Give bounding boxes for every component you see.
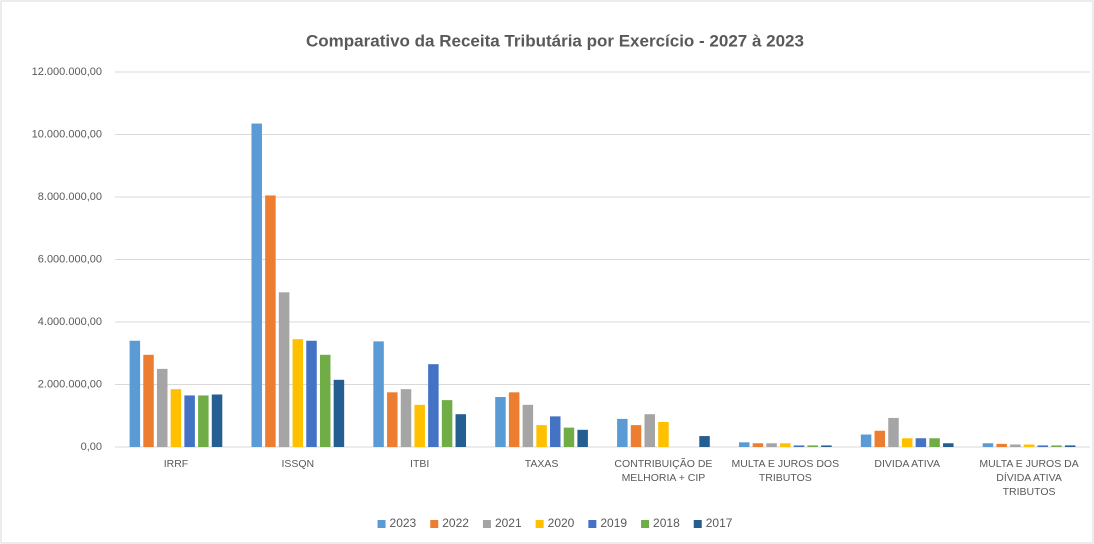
bar [874,430,886,447]
bar [550,416,561,447]
x-tick-label: DIVIDA ATIVA [874,458,940,470]
bar [508,392,520,447]
bar [996,443,1007,447]
bar [278,292,290,447]
y-tick-label: 12.000.000,00 [32,66,102,78]
bar [184,395,195,447]
bar [211,394,223,447]
bar [170,389,182,447]
bar [1037,445,1049,447]
bar [888,417,899,447]
legend-label: 2023 [390,516,417,530]
bar [387,392,398,447]
y-tick-label: 6.000.000,00 [38,253,102,265]
bar [428,364,439,447]
bar [1051,445,1062,447]
bar [400,389,412,447]
bar [536,425,547,447]
bar [198,395,209,447]
legend-swatch [482,520,491,528]
x-tick-label: ITBI [410,458,430,470]
bar [522,404,534,447]
bar [766,443,777,447]
legend-swatch [641,520,650,528]
legend-label: 2022 [442,516,469,530]
bar [860,434,872,447]
bar [1010,444,1021,447]
bar [915,438,927,447]
x-tick-label: MULTA E JUROS DA DÍVIDA ATIVA TRIBUTOS [979,458,1079,498]
bar [821,445,832,447]
bar [143,354,154,447]
bar [658,422,669,447]
legend-label: 2020 [548,516,575,530]
bar [901,438,913,447]
legend-swatch [693,520,702,528]
bar [441,400,453,447]
y-tick-label: 4.000.000,00 [38,316,102,328]
y-tick-label: 2.000.000,00 [38,378,102,390]
x-tick-label: ISSQN [281,458,315,470]
bar [929,438,940,447]
bar [156,368,168,447]
bar [617,418,628,447]
bar [630,425,642,447]
legend-label: 2021 [495,516,522,530]
x-tick-label: TAXAS [524,458,559,470]
legend-swatch [430,520,439,528]
bar [495,397,506,447]
legend-swatch [535,520,544,528]
bar [265,195,276,447]
y-tick-label: 0,00 [81,441,102,453]
bar [780,443,791,447]
legend-label: 2017 [706,516,733,530]
bar [306,340,317,447]
bar [644,414,655,447]
bar [333,379,345,447]
legend-swatch [588,520,597,528]
x-tick-label: MULTA E JUROS DOS TRIBUTOS [731,458,840,484]
bar [752,443,764,447]
bar [455,414,467,447]
bar [563,427,575,447]
bar [943,443,954,447]
bar [1023,444,1035,447]
x-tick-label: CONTRIBUIÇÃO DE MELHORIA + CIP [614,458,713,484]
bar [319,354,331,447]
bar [807,445,818,447]
bar [577,429,588,447]
bar [129,340,141,447]
bar [793,445,805,447]
y-tick-label: 10.000.000,00 [32,128,102,140]
bar [738,442,750,447]
legend-swatch [377,520,386,528]
bar [982,443,994,447]
y-tick-label: 8.000.000,00 [38,191,102,203]
bar [251,123,262,447]
bar [292,339,304,447]
bar [699,436,710,447]
bar [1064,445,1076,447]
legend-label: 2019 [600,516,627,530]
chart-title: Comparativo da Receita Tributária por Ex… [306,31,804,50]
legend-label: 2018 [653,516,680,530]
bar [373,341,384,447]
bar [414,404,425,447]
x-tick-label: IRRF [163,458,189,470]
